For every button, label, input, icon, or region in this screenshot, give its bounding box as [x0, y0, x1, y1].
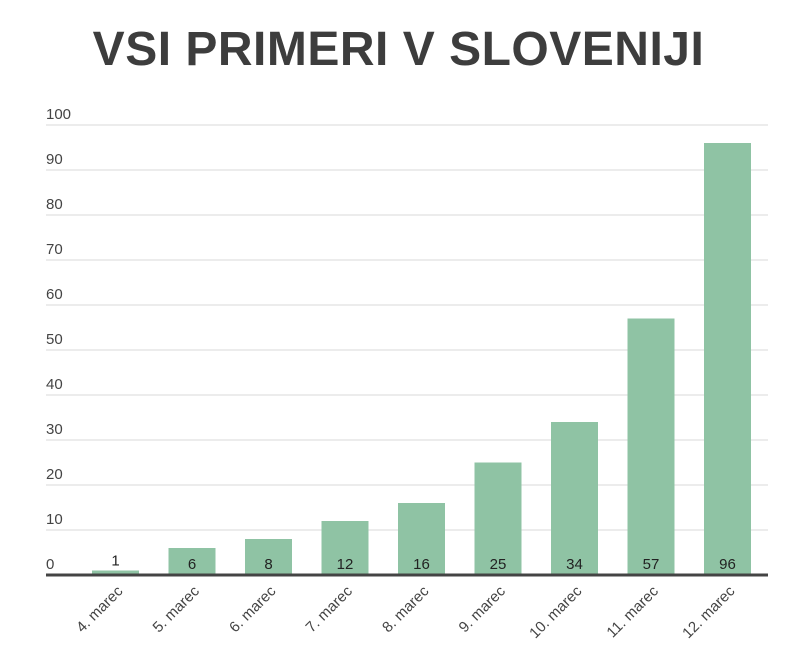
bar	[627, 318, 675, 575]
data-label: 25	[490, 556, 507, 573]
bar	[551, 422, 598, 575]
y-tick-label: 0	[46, 556, 54, 573]
y-tick-label: 100	[46, 106, 71, 123]
y-tick-label: 80	[46, 196, 63, 213]
bar	[704, 143, 751, 575]
data-label: 16	[413, 556, 430, 573]
bar	[398, 503, 445, 575]
x-tick-label: 12. marec	[679, 582, 739, 642]
x-tick-label: 9. marec	[456, 582, 510, 636]
bar	[92, 570, 139, 575]
y-tick-label: 60	[46, 286, 63, 303]
data-label: 8	[264, 556, 272, 573]
x-tick-label: 8. marec	[379, 582, 433, 636]
data-label: 1	[111, 553, 119, 570]
x-tick-label: 10. marec	[526, 582, 586, 642]
bar	[321, 521, 369, 575]
x-tick-label: 5. marec	[150, 582, 204, 636]
data-label: 96	[719, 556, 736, 573]
data-label: 12	[337, 556, 354, 573]
bar	[168, 548, 216, 575]
bar	[245, 539, 292, 575]
y-tick-label: 50	[46, 331, 63, 348]
x-tick-label: 6. marec	[226, 582, 280, 636]
y-tick-label: 70	[46, 241, 63, 258]
data-label: 57	[643, 556, 660, 573]
x-tick-label: 7. marec	[303, 582, 357, 636]
y-tick-label: 30	[46, 421, 63, 438]
x-tick-label: 11. marec	[603, 582, 662, 641]
y-tick-label: 20	[46, 466, 63, 483]
data-label: 6	[188, 556, 196, 573]
data-label: 34	[566, 556, 583, 573]
bar	[474, 462, 522, 575]
chart-title: VSI PRIMERI V SLOVENIJI	[92, 23, 705, 76]
y-tick-label: 10	[46, 511, 63, 528]
y-tick-label: 40	[46, 376, 63, 393]
y-tick-label: 90	[46, 151, 63, 168]
x-tick-label: 4. marec	[73, 582, 127, 636]
